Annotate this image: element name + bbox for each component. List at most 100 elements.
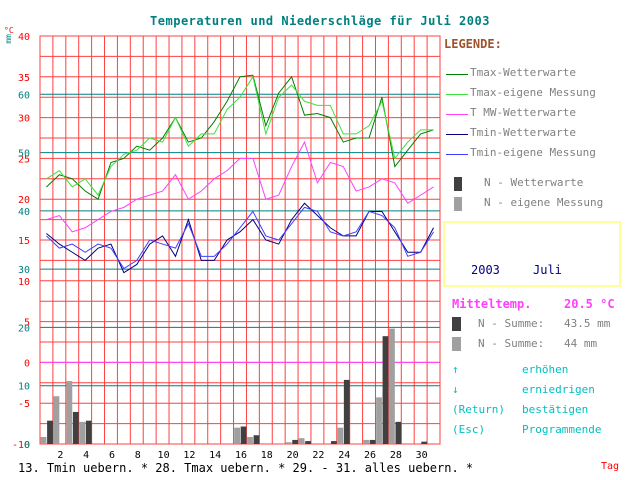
precip-bar xyxy=(363,439,370,444)
temp-tick-label: 25 xyxy=(18,154,30,165)
legend-title: LEGENDE: xyxy=(444,37,502,51)
x-tick-label: 26 xyxy=(364,450,376,461)
control-return[interactable]: (Return) bestätigen xyxy=(452,403,588,416)
precip-bar xyxy=(305,441,311,444)
temp-tick-label: 40 xyxy=(18,32,30,43)
x-tick-label: 22 xyxy=(312,450,324,461)
temp-series-line xyxy=(46,74,434,200)
precip-bar xyxy=(85,420,92,444)
period-box: 2003 Juli xyxy=(443,221,621,287)
control-up[interactable]: ↑ erhöhen xyxy=(452,363,568,376)
x-tick-label: 2 xyxy=(57,450,63,461)
precip-bar xyxy=(253,435,260,444)
x-tick-label: 4 xyxy=(83,450,89,461)
temp-tick-label: 15 xyxy=(18,236,30,247)
precip-bar xyxy=(47,420,53,444)
temp-tick-label: 5 xyxy=(24,318,30,329)
legend-label: Tmin-eigene Messung xyxy=(470,146,596,159)
control-down[interactable]: ↓ erniedrigen xyxy=(452,383,595,396)
x-tick-label: 28 xyxy=(390,450,402,461)
legend-swatch xyxy=(446,134,468,135)
precip-bar xyxy=(234,427,240,444)
precip-bar xyxy=(389,328,395,444)
temp-tick-label: 30 xyxy=(18,114,30,125)
control-return-label: bestätigen xyxy=(522,403,589,416)
legend-swatch xyxy=(454,197,462,211)
legend-swatch xyxy=(446,114,468,115)
period-month: Juli xyxy=(533,263,562,277)
precip-sum-ww-label: N - Summe: xyxy=(478,317,545,330)
precip-bar xyxy=(79,421,86,444)
legend-label: N - eigene Messung xyxy=(484,196,604,209)
x-tick-label: 12 xyxy=(183,450,195,461)
x-tick-label: 6 xyxy=(109,450,115,461)
mean-temp-row: Mitteltemp. 20.5 °C xyxy=(452,297,615,311)
precip-bar xyxy=(292,439,299,444)
control-esc[interactable]: (Esc) Programmende xyxy=(452,423,601,436)
x-tick-label: 16 xyxy=(235,450,247,461)
precip-bar xyxy=(369,439,376,444)
precip-bar xyxy=(395,421,402,444)
x-tick-label: 8 xyxy=(135,450,141,461)
precip-bar xyxy=(343,379,350,444)
control-down-label: erniedrigen xyxy=(522,383,595,396)
precip-bar xyxy=(337,427,344,444)
temp-tick-label: 10 xyxy=(18,277,30,288)
temp-axis-unit: °C xyxy=(4,26,14,35)
temp-series-line xyxy=(46,75,434,197)
precip-bar xyxy=(72,411,79,444)
precip-sum-eig-swatch xyxy=(452,337,461,351)
legend-label: N - Wetterwarte xyxy=(484,176,584,189)
period-year: 2003 xyxy=(471,263,500,277)
return-key: (Return) xyxy=(452,403,505,416)
temp-tick-label: -10 xyxy=(12,440,30,451)
mean-temp-label: Mitteltemp. xyxy=(452,297,532,311)
precip-sum-eig-label: N - Summe: xyxy=(478,337,545,350)
status-footer: 13. Tmin uebern. * 28. Tmax uebern. * 29… xyxy=(18,461,474,475)
legend-label: Tmax-eigene Messung xyxy=(470,86,596,99)
x-axis-label: Tag xyxy=(601,461,620,472)
precip-bar xyxy=(298,438,305,444)
temp-tick-label: 20 xyxy=(18,195,30,206)
temp-tick-label: -5 xyxy=(18,399,30,410)
x-tick-label: 24 xyxy=(338,450,350,461)
legend-swatch xyxy=(446,94,468,95)
temp-tick-label: 0 xyxy=(24,358,30,369)
legend-swatch xyxy=(446,154,468,155)
precip-bars xyxy=(40,328,428,444)
precip-bar xyxy=(247,437,253,444)
mean-temp-value: 20.5 °C xyxy=(564,297,615,311)
legend-label: T MW-Wetterwarte xyxy=(470,106,576,119)
precip-tick-label: 20 xyxy=(18,323,30,334)
precip-bar xyxy=(382,336,389,444)
precip-sum-ww-value: 43.5 mm xyxy=(564,317,611,330)
legend-label: Tmin-Wetterwarte xyxy=(470,126,576,139)
control-up-label: erhöhen xyxy=(522,363,569,376)
precip-bar xyxy=(285,442,292,444)
x-tick-label: 18 xyxy=(261,450,273,461)
arrow-up-icon: ↑ xyxy=(452,363,459,376)
control-esc-label: Programmende xyxy=(522,423,602,436)
legend-swatch xyxy=(446,74,468,75)
legend-label: Tmax-Wetterwarte xyxy=(470,66,576,79)
precip-tick-label: 0 xyxy=(24,440,30,451)
precip-tick-label: 60 xyxy=(18,90,30,101)
temp-series-line xyxy=(46,140,434,233)
precip-bar xyxy=(240,426,247,444)
precip-bar xyxy=(53,396,60,444)
x-tick-label: 14 xyxy=(209,450,221,461)
precip-bar xyxy=(66,381,73,444)
precip-bar xyxy=(330,441,337,444)
temp-series-line xyxy=(46,206,434,270)
precip-tick-label: 10 xyxy=(18,382,30,393)
arrow-down-icon: ↓ xyxy=(452,383,459,396)
precip-sum-ww-swatch xyxy=(452,317,461,331)
x-tick-label: 20 xyxy=(287,450,299,461)
x-tick-label: 10 xyxy=(158,450,170,461)
temp-tick-label: 35 xyxy=(18,73,30,84)
precip-tick-label: 50 xyxy=(18,149,30,160)
precip-tick-label: 30 xyxy=(18,265,30,276)
temp-lines xyxy=(46,74,434,274)
